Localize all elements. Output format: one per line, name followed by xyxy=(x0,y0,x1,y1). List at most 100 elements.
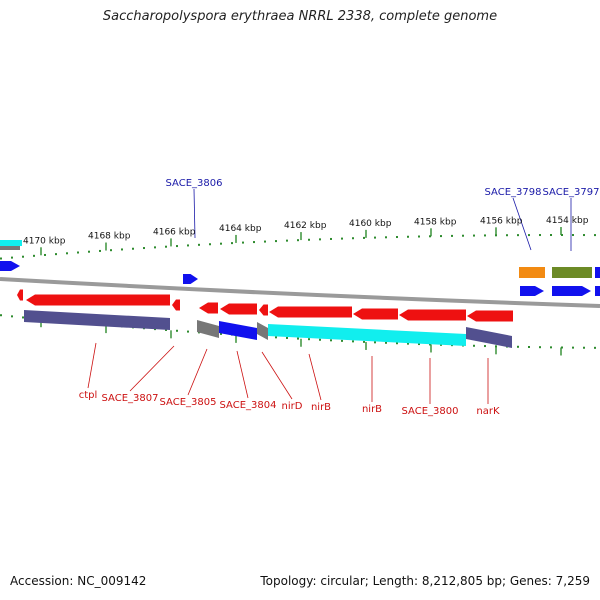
minor-tick xyxy=(110,249,112,252)
minor-tick xyxy=(561,234,563,237)
minor-tick xyxy=(11,256,13,259)
reverse-gene-arrow xyxy=(172,299,180,311)
minor-tick xyxy=(429,343,431,346)
minor-tick xyxy=(418,343,420,346)
reverse-gene-arrow xyxy=(399,309,466,321)
minor-tick xyxy=(385,236,387,239)
minor-tick xyxy=(330,339,332,342)
minor-tick xyxy=(55,253,57,256)
kbp-label: 4154 kbp xyxy=(546,216,589,226)
reverse-gene-arrow xyxy=(353,308,398,320)
minor-tick xyxy=(594,234,596,237)
cds-block-grey xyxy=(0,246,20,250)
cds-segment xyxy=(268,324,466,346)
reverse-gene-label: nirD xyxy=(282,401,303,412)
map-title: Saccharopolyspora erythraea NRRL 2338, c… xyxy=(102,9,498,24)
minor-tick xyxy=(165,245,167,248)
reverse-gene-arrow xyxy=(467,310,513,322)
forward-gene-arrow xyxy=(552,286,591,296)
minor-tick xyxy=(341,237,343,240)
minor-tick xyxy=(165,328,167,331)
backbone-group xyxy=(0,277,600,308)
forward-gene-arrow xyxy=(595,286,600,296)
minor-tick xyxy=(517,345,519,348)
minor-tick xyxy=(297,239,299,242)
reverse-gene-arrow xyxy=(259,304,268,316)
minor-tick xyxy=(374,236,376,239)
minor-tick xyxy=(77,251,79,254)
backbone-line xyxy=(0,277,600,308)
forward-gene-arrow xyxy=(0,261,20,271)
kbp-label: 4166 kbp xyxy=(153,227,196,237)
minor-tick xyxy=(539,234,541,237)
leader-line xyxy=(187,348,208,396)
reverse-gene-arrow xyxy=(220,303,257,315)
minor-tick xyxy=(319,338,321,341)
kbp-label: 4156 kbp xyxy=(480,216,523,226)
minor-tick xyxy=(429,235,431,238)
reverse-gene-label: nirB xyxy=(362,404,382,415)
minor-tick xyxy=(363,236,365,239)
minor-tick xyxy=(198,243,200,246)
minor-tick xyxy=(121,248,123,251)
minor-tick xyxy=(286,239,288,242)
minor-tick xyxy=(473,344,475,347)
minor-tick xyxy=(341,339,343,342)
reverse-gene-label: nirB xyxy=(311,402,331,413)
leader-line xyxy=(129,345,175,392)
cds-segment xyxy=(24,310,170,330)
minor-tick xyxy=(220,332,222,335)
minor-tick xyxy=(242,241,244,244)
minor-tick xyxy=(418,235,420,238)
minor-tick xyxy=(583,346,585,349)
minor-tick xyxy=(594,346,596,349)
minor-tick xyxy=(44,253,46,256)
minor-tick xyxy=(22,316,24,319)
reverse-gene-arrow xyxy=(17,289,23,301)
minor-tick xyxy=(407,342,409,345)
cds-segment xyxy=(257,322,268,340)
minor-tick xyxy=(187,244,189,247)
minor-tick xyxy=(88,250,90,253)
cds-segment xyxy=(197,320,219,338)
leader-line xyxy=(261,351,293,400)
minor-tick xyxy=(154,246,156,249)
reverse-gene-label: SACE_3805 xyxy=(160,397,217,408)
minor-tick xyxy=(352,340,354,343)
reverse-gene-label: SACE_3800 xyxy=(402,406,459,417)
leader-line xyxy=(193,188,196,239)
minor-tick xyxy=(550,346,552,349)
minor-tick xyxy=(143,247,145,250)
minor-tick xyxy=(132,247,134,250)
minor-tick xyxy=(440,343,442,346)
minor-tick xyxy=(99,249,101,252)
minor-tick xyxy=(231,242,233,245)
forward-gene-arrow xyxy=(520,286,544,296)
minor-tick xyxy=(209,243,211,246)
minor-tick xyxy=(528,234,530,237)
minor-tick xyxy=(440,235,442,238)
minor-tick xyxy=(33,254,35,257)
genome-summary-label: Topology: circular; Length: 8,212,805 bp… xyxy=(260,574,590,588)
minor-tick xyxy=(352,237,354,240)
forward-gene-label: SACE_3797 xyxy=(543,187,600,198)
minor-tick xyxy=(528,345,530,348)
minor-tick xyxy=(286,336,288,339)
kbp-label: 4168 kbp xyxy=(88,232,131,242)
minor-tick xyxy=(451,234,453,237)
kbp-label: 4162 kbp xyxy=(284,221,327,231)
minor-tick xyxy=(275,336,277,339)
orange-feature xyxy=(519,267,545,278)
minor-tick xyxy=(374,341,376,344)
forward-gene-block xyxy=(595,267,600,278)
leader-line xyxy=(308,353,322,401)
minor-tick xyxy=(583,234,585,237)
forward-gene-label: SACE_3798 xyxy=(485,187,542,198)
minor-tick xyxy=(308,238,310,241)
minor-tick xyxy=(330,237,332,240)
leader-line xyxy=(87,342,97,389)
reverse-gene-label: narK xyxy=(476,406,500,417)
kbp-label: 4170 kbp xyxy=(23,236,66,246)
reverse-gene-arrow xyxy=(199,302,218,314)
